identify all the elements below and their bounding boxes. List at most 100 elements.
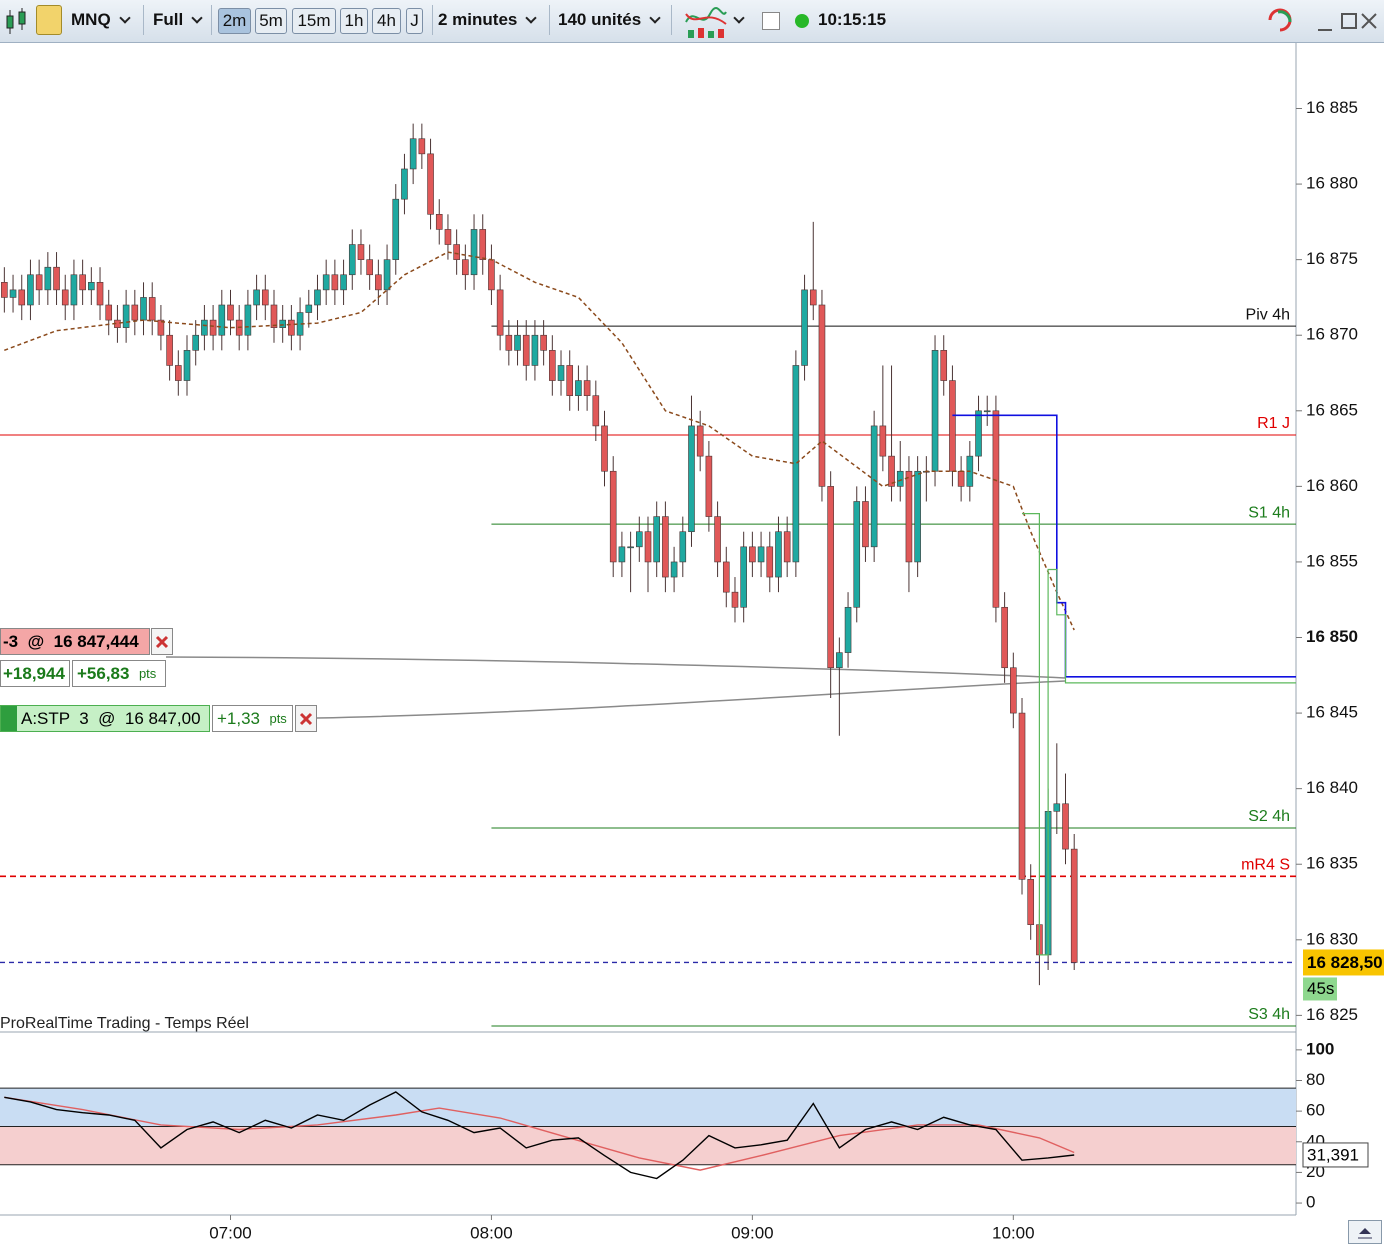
order-tag[interactable]: -3 @ 16 847,444: [0, 628, 150, 655]
position-gain: +18,944: [0, 660, 70, 687]
candle-body: [218, 304, 226, 336]
mode: Full: [153, 10, 184, 29]
candle-body: [531, 334, 539, 366]
zone: [0, 1088, 1296, 1127]
candle-body: [644, 531, 652, 563]
points: +56,83: [77, 663, 130, 683]
candle-body: [1053, 803, 1061, 812]
order-cancel[interactable]: [151, 628, 173, 655]
stop-price: 16 847,00: [124, 708, 201, 728]
account-icon[interactable]: [36, 5, 62, 35]
candle-body: [957, 470, 965, 487]
candle-body: [61, 289, 69, 306]
candle-body: [122, 304, 130, 328]
level-label: R1 J: [1257, 415, 1290, 432]
candle-body: [836, 652, 843, 669]
x-tick-label: 09:00: [731, 1223, 774, 1242]
symbol-select[interactable]: MNQ: [66, 5, 144, 35]
candle-body: [462, 259, 469, 276]
scroll-button[interactable]: [1348, 1220, 1382, 1244]
candle-body: [175, 365, 182, 381]
candle-body: [696, 425, 704, 457]
candle-body: [201, 319, 208, 336]
y-tick-label: 16 840: [1306, 778, 1358, 797]
candle-body: [592, 395, 600, 427]
candle-body: [783, 531, 791, 563]
stop-line: [952, 414, 1296, 678]
stop-points: +1,33 pts: [212, 705, 293, 732]
units-select[interactable]: 140 unités: [553, 5, 672, 35]
indicator-line: [4, 1091, 1075, 1180]
candle-body: [375, 274, 382, 291]
timeframe-button[interactable]: 4h: [372, 8, 401, 34]
status-dot: [795, 14, 809, 28]
candle-body: [1018, 712, 1026, 880]
candle-icon[interactable]: [2, 0, 32, 42]
refresh-arrow: [1277, 10, 1292, 23]
timeframe-button[interactable]: 15m: [292, 8, 336, 34]
candle-body: [148, 297, 156, 321]
candle-body: [818, 304, 826, 487]
interval-select[interactable]: 2 minutes: [432, 5, 550, 35]
indicator-icon[interactable]: [680, 0, 730, 42]
y-tick-label: 16 860: [1306, 476, 1358, 495]
timeframe-button[interactable]: 1h: [340, 8, 368, 34]
candle-body: [653, 516, 660, 563]
candle-body: [444, 229, 452, 245]
x-tick-label: 08:00: [470, 1223, 513, 1242]
candle-body: [975, 410, 982, 457]
toolbar: MNQ Full 2m 5m 15m 1h 4h J 2 minutes 140…: [0, 0, 1384, 43]
gain: +18,944: [3, 663, 65, 683]
y-tick-label: 16 880: [1306, 174, 1358, 193]
close-button[interactable]: [1361, 13, 1377, 29]
candle-body: [1, 282, 8, 298]
maximize-button[interactable]: [1341, 13, 1357, 29]
info-icon[interactable]: [762, 12, 780, 30]
candle-body: [35, 274, 43, 291]
candle-body: [879, 425, 887, 457]
stop-order-tag[interactable]: A:STP 3 @ 16 847,00: [0, 705, 210, 732]
y-tick-label: 16 885: [1306, 98, 1358, 117]
candle-body: [253, 289, 260, 306]
indicator-menu[interactable]: [733, 5, 749, 35]
candle-body: [1062, 803, 1069, 850]
candle-body: [749, 546, 756, 563]
timeframe-button[interactable]: J: [406, 8, 423, 34]
candle-body: [540, 334, 547, 351]
timeframe-button[interactable]: 2m: [218, 8, 251, 34]
candle-body: [435, 214, 443, 230]
points-unit: pts: [138, 666, 157, 681]
candle-body: [209, 319, 217, 336]
candle-body: [757, 546, 765, 563]
last-value-tag: [1302, 1142, 1369, 1168]
candle-body: [27, 274, 34, 306]
candle-body: [453, 244, 460, 260]
clock: 10:15:15: [818, 10, 887, 29]
order-at: @: [27, 631, 45, 651]
candle-body: [140, 297, 147, 321]
stop-cancel[interactable]: [295, 705, 317, 732]
candle-body: [609, 470, 617, 563]
candle-body: [888, 455, 895, 487]
y-tick-label: 16 825: [1306, 1005, 1358, 1024]
candle-body: [18, 289, 26, 306]
candle-body: [705, 455, 713, 517]
order-price: 16 847,444: [53, 631, 139, 651]
candle-body: [931, 350, 939, 472]
candle-body: [366, 259, 373, 276]
candle-body: [357, 244, 365, 260]
candle-body: [679, 531, 687, 563]
candle-body: [914, 470, 921, 563]
y-tick-label: 16 850: [1306, 627, 1358, 646]
moving-average: [4, 251, 1075, 631]
position-points: +56,83 pts: [72, 660, 166, 687]
window-controls: [1268, 8, 1377, 32]
candle-body: [505, 334, 513, 351]
y-tick-label: 100: [1306, 1039, 1334, 1058]
candle-body: [331, 274, 339, 291]
level-label: S1 4h: [1248, 504, 1290, 521]
timeframe-button[interactable]: 5m: [255, 8, 287, 34]
y-tick-label: 16 835: [1306, 854, 1358, 873]
x-tick-label: 07:00: [209, 1223, 252, 1242]
mode-select[interactable]: Full: [148, 5, 212, 35]
